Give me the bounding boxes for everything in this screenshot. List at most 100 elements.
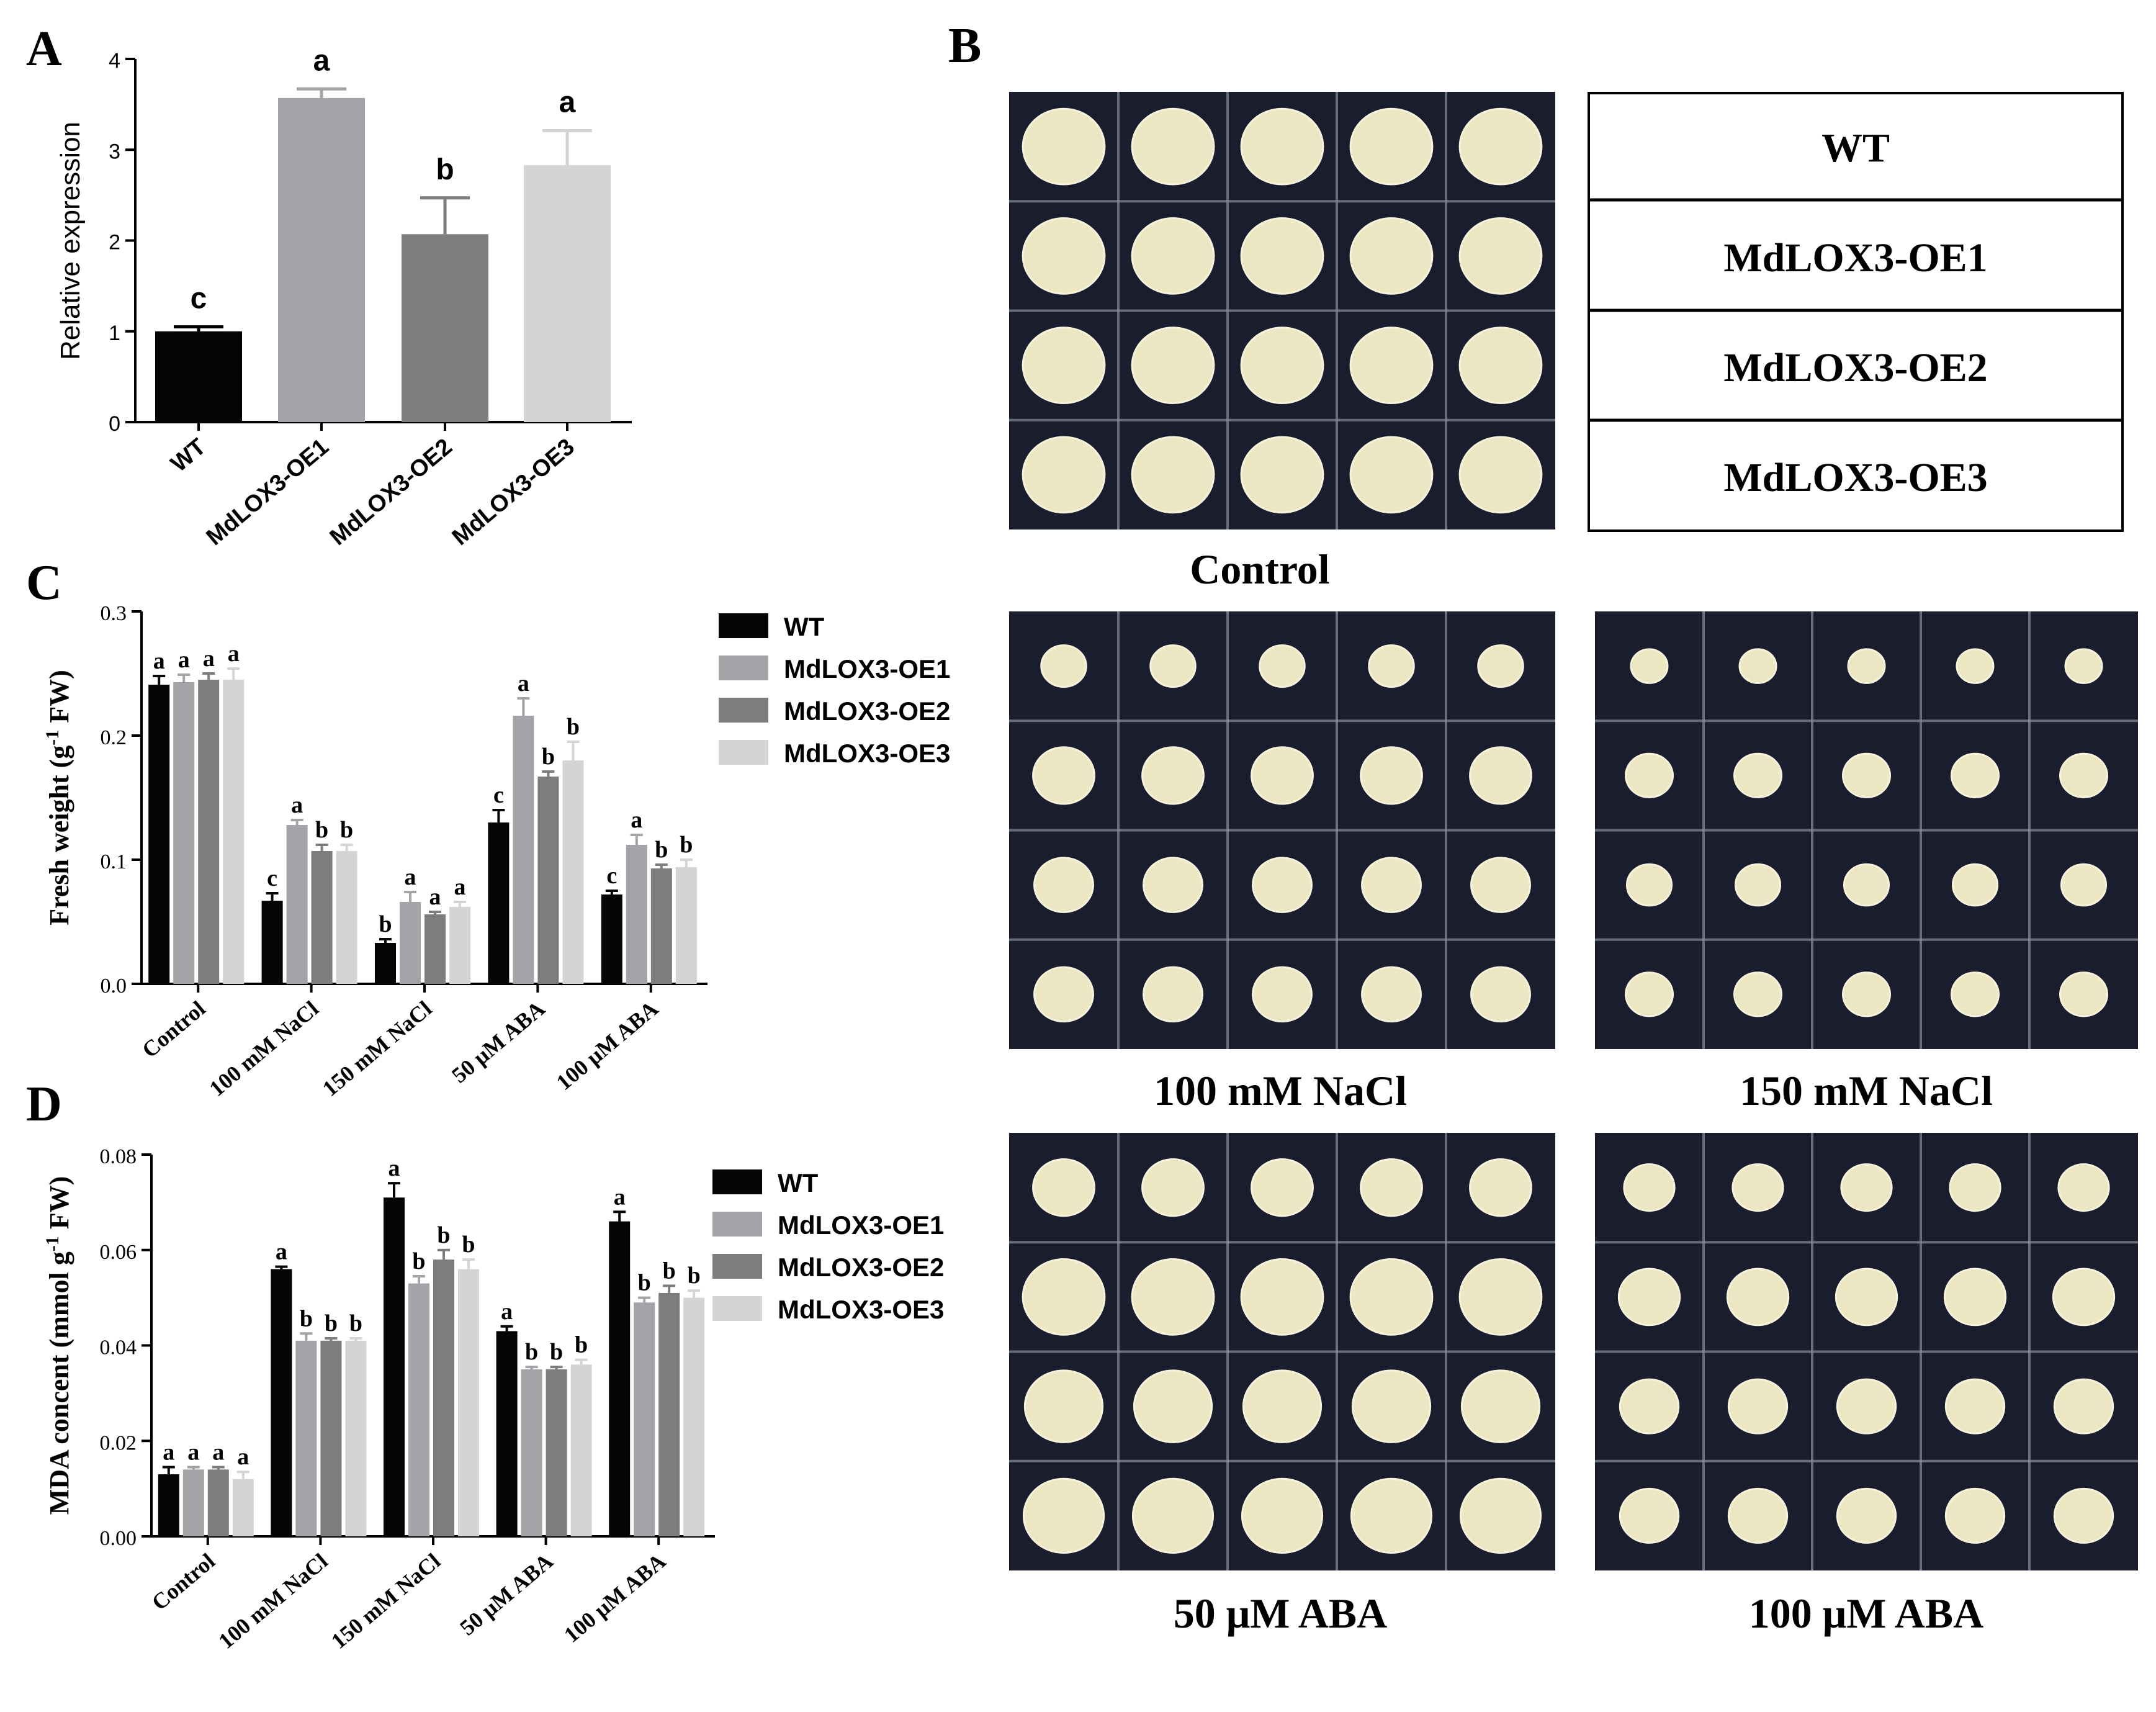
bar (173, 682, 195, 984)
x-tick-label: Control (147, 1548, 220, 1615)
callus-cluster (1033, 857, 1094, 913)
significance-letter: a (153, 648, 165, 674)
y-tick-label: 1 (109, 322, 120, 345)
callus-cluster (1040, 644, 1087, 688)
y-tick-label: 3 (109, 140, 120, 163)
callus-cluster (1023, 1369, 1104, 1443)
bar (148, 685, 170, 984)
callus-cluster (1477, 644, 1524, 688)
significance-letter: b (315, 817, 328, 843)
callus-cluster (1470, 857, 1531, 913)
bar (521, 1369, 542, 1536)
callus-cluster (1459, 1477, 1542, 1554)
bar (271, 1269, 292, 1536)
callus-cluster (1360, 1158, 1423, 1217)
bar (513, 716, 534, 984)
significance-letter: a (203, 646, 215, 672)
callus-cluster (1240, 217, 1324, 295)
legend-swatch (712, 1296, 762, 1321)
callus-cluster (1252, 966, 1313, 1023)
significance-letter: a (559, 86, 576, 119)
legend-label: MdLOX3-OE1 (784, 654, 950, 683)
bar (546, 1369, 567, 1536)
panel-letter-d: D (26, 1077, 62, 1132)
y-tick-label: 0 (109, 412, 120, 436)
significance-letter: b (655, 837, 668, 863)
significance-letter: c (493, 782, 504, 808)
callus-cluster (1836, 1487, 1897, 1544)
significance-letter: b (437, 1222, 450, 1248)
callus-cluster (2064, 648, 2103, 684)
chart-a-relative-expression: 0 1 2 3 4 Relative expression c WT a MdLOX3-OE1 b M… (55, 44, 632, 551)
legend-label: MdLOX3-OE3 (778, 1295, 944, 1324)
y-axis-label: Relative expression (55, 122, 86, 360)
callus-cluster (1943, 1268, 2007, 1327)
callus-cluster (1141, 1158, 1205, 1217)
callus-cluster (1469, 1158, 1532, 1217)
callus-cluster (1956, 648, 1995, 684)
significance-letter: c (191, 282, 207, 315)
bar (683, 1297, 705, 1536)
bar (488, 822, 510, 984)
legend-swatch (719, 698, 768, 723)
bar (424, 914, 446, 984)
significance-letter: b (436, 153, 454, 186)
significance-letter: a (614, 1184, 626, 1210)
significance-letter: b (680, 832, 693, 858)
callus-cluster (1469, 746, 1532, 805)
callus-cluster (2060, 863, 2108, 907)
callus-cluster (2059, 752, 2109, 798)
callus-cluster (1251, 1158, 1314, 1217)
callus-cluster (1022, 1258, 1106, 1336)
callus-cluster (1460, 1369, 1541, 1443)
bar (449, 907, 470, 984)
bar (198, 680, 220, 984)
callus-cluster (1726, 1268, 1790, 1327)
bar (650, 868, 672, 984)
legend-row-oe1: MdLOX3-OE1 (1723, 235, 1987, 281)
callus-cluster (1361, 966, 1422, 1023)
callus-cluster (2057, 1163, 2110, 1212)
significance-letter: a (313, 44, 330, 77)
callus-cluster (1458, 107, 1543, 186)
callus-cluster (1847, 648, 1886, 684)
legend-row-oe2: MdLOX3-OE2 (1723, 345, 1987, 390)
callus-cluster (1944, 1487, 2006, 1544)
callus-cluster (1022, 1477, 1105, 1554)
significance-letter: a (501, 1299, 513, 1325)
significance-letter: a (237, 1444, 249, 1470)
legend-swatch (712, 1169, 762, 1194)
panel-letter-c: C (26, 556, 62, 610)
callus-cluster (1349, 436, 1434, 514)
legend-label: MdLOX3-OE3 (784, 739, 950, 768)
panel-letter-b: B (948, 19, 981, 73)
significance-letter: a (631, 807, 642, 833)
callus-cluster (1349, 107, 1434, 186)
significance-letter: b (550, 1339, 563, 1365)
bar (658, 1292, 680, 1536)
bar (320, 1340, 342, 1536)
y-tick-label: 0.2 (101, 726, 127, 749)
legend-swatch (719, 656, 768, 680)
legend-swatch (712, 1254, 762, 1279)
callus-cluster (1951, 863, 1999, 907)
panel-b-legend-table: WT MdLOX3-OE1 MdLOX3-OE2 MdLOX3-OE3 (1588, 92, 2124, 532)
significance-letter: a (163, 1439, 174, 1466)
callus-cluster (1734, 863, 1782, 907)
callus-cluster (1624, 971, 1674, 1017)
significance-letter: b (525, 1339, 538, 1365)
significance-letter: c (267, 865, 277, 891)
callus-cluster (1022, 436, 1106, 514)
callus-cluster (2053, 1487, 2114, 1544)
x-tick-label: Control (137, 996, 210, 1062)
callus-cluster (1843, 863, 1890, 907)
bar (223, 680, 245, 984)
callus-cluster (1625, 863, 1673, 907)
callus-cluster (1351, 1369, 1432, 1443)
photo-label-control: Control (1190, 546, 1329, 593)
callus-cluster (1251, 746, 1314, 805)
bar (609, 1221, 631, 1536)
bar (458, 1269, 479, 1536)
callus-cluster (1022, 327, 1106, 404)
significance-letter: b (638, 1270, 651, 1296)
